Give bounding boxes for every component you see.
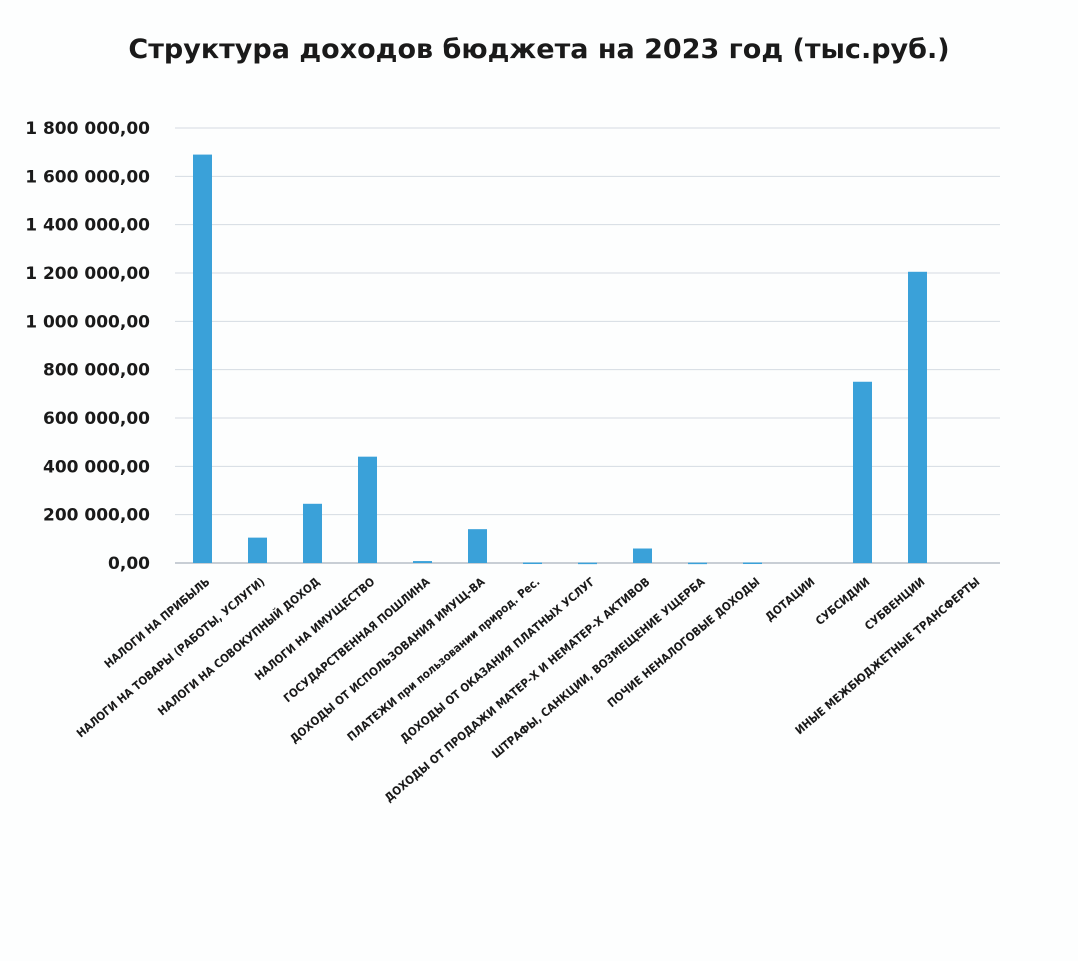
y-tick-label: 200 000,00 [43,506,150,526]
x-category-label: ДОТАЦИИ [762,575,817,624]
y-tick-label: 1 000 000,00 [25,312,150,332]
x-category-label: ДОХОДЫ ОТ ИСПОЛЬЗОВАНИЯ ИМУЩ-ВА [287,575,487,746]
x-category-label: ДОХОДЫ ОТ ПРОДАЖИ МАТЕР-Х И НЕМАТЕР-Х АК… [382,575,653,805]
x-category-label: ДОХОДЫ ОТ ОКАЗАНИЯ ПЛАТНЫХ УСЛУГ [397,574,597,745]
y-tick-label: 1 800 000,00 [25,119,150,139]
bar [413,561,432,563]
x-category-label: ИНЫЕ МЕЖБЮДЖЕТНЫЕ ТРАНСФЕРТЫ [792,575,982,738]
bar [853,381,872,563]
x-category-label: НАЛОГИ НА ТОВАРЫ (РАБОТЫ, УСЛУГИ) [74,575,268,741]
bar [523,562,542,565]
x-category-label: НАЛОГИ НА ПРИБЫЛЬ [101,575,212,671]
bar [578,562,597,565]
bar [743,562,762,565]
x-category-label: ПЛАТЕЖИ при пользовании природ. Рес. [344,575,542,744]
y-tick-label: 800 000,00 [43,361,150,381]
y-tick-label: 1 200 000,00 [25,264,150,284]
bar [468,529,487,563]
bar [358,456,377,563]
bar [908,271,927,563]
bar [248,537,267,563]
y-tick-label: 0,00 [108,554,150,574]
bar [193,154,212,564]
bar [303,503,322,563]
y-axis-tick-labels: 0,00 200 000,00 400 000,00 600 000,00 800 00… [25,119,150,574]
y-tick-label: 1 400 000,00 [25,216,150,236]
bar [633,548,652,563]
grid-layer [175,127,1000,516]
y-tick-label: 1 600 000,00 [25,167,150,187]
bar [688,562,707,565]
bar-layer [193,154,927,565]
y-tick-label: 400 000,00 [43,457,150,477]
y-tick-label: 600 000,00 [43,409,150,429]
chart-title: Структура доходов бюджета на 2023 год (т… [128,34,950,65]
